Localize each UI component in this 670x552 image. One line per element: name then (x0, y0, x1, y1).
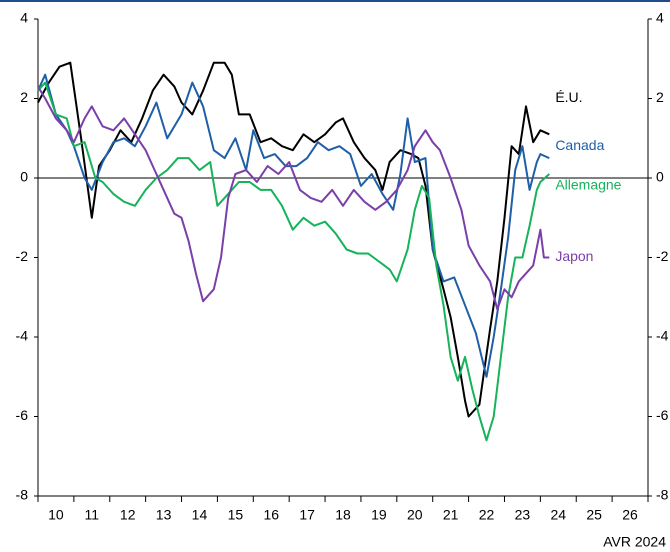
series-line (37, 86, 550, 311)
y-tick-label: -8 (16, 487, 29, 503)
x-tick-label: 23 (515, 507, 531, 523)
top-rule (0, 0, 670, 2)
series-line (37, 61, 550, 418)
date-note: AVR 2024 (603, 534, 666, 550)
x-tick-label: 18 (335, 507, 351, 523)
y-tick-label: -2 (16, 248, 29, 264)
x-tick-label: 19 (371, 507, 387, 523)
x-tick-label: 24 (551, 507, 567, 523)
x-tick-label: 25 (586, 507, 602, 523)
y2-tick-label: -8 (656, 487, 669, 503)
x-tick-label: 14 (192, 507, 208, 523)
series-label: Japon (555, 248, 593, 264)
series-line (37, 81, 550, 442)
x-tick-label: 16 (263, 507, 279, 523)
y2-tick-label: 2 (656, 89, 664, 105)
y-tick-label: 4 (20, 10, 28, 26)
x-tick-label: 12 (120, 507, 136, 523)
y2-tick-label: -2 (656, 248, 669, 264)
y-tick-label: 0 (20, 169, 28, 185)
y2-tick-label: 0 (656, 169, 664, 185)
y2-tick-label: -6 (656, 407, 669, 423)
x-tick-label: 10 (48, 507, 64, 523)
series-label: Canada (555, 137, 604, 153)
y2-tick-label: 4 (656, 10, 664, 26)
y-tick-label: -6 (16, 407, 29, 423)
series-label: Allemagne (555, 177, 621, 193)
x-tick-label: 22 (479, 507, 495, 523)
x-tick-label: 20 (407, 507, 423, 523)
x-tick-label: 21 (443, 507, 459, 523)
series-label: É.U. (555, 89, 582, 105)
x-tick-label: 11 (85, 507, 100, 523)
series-line (37, 73, 550, 378)
y-tick-label: -4 (16, 328, 29, 344)
x-tick-label: 17 (299, 507, 315, 523)
x-tick-label: 26 (622, 507, 638, 523)
y2-tick-label: -4 (656, 328, 669, 344)
x-tick-label: 15 (228, 507, 244, 523)
x-tick-label: 13 (156, 507, 172, 523)
y-tick-label: 2 (20, 89, 28, 105)
